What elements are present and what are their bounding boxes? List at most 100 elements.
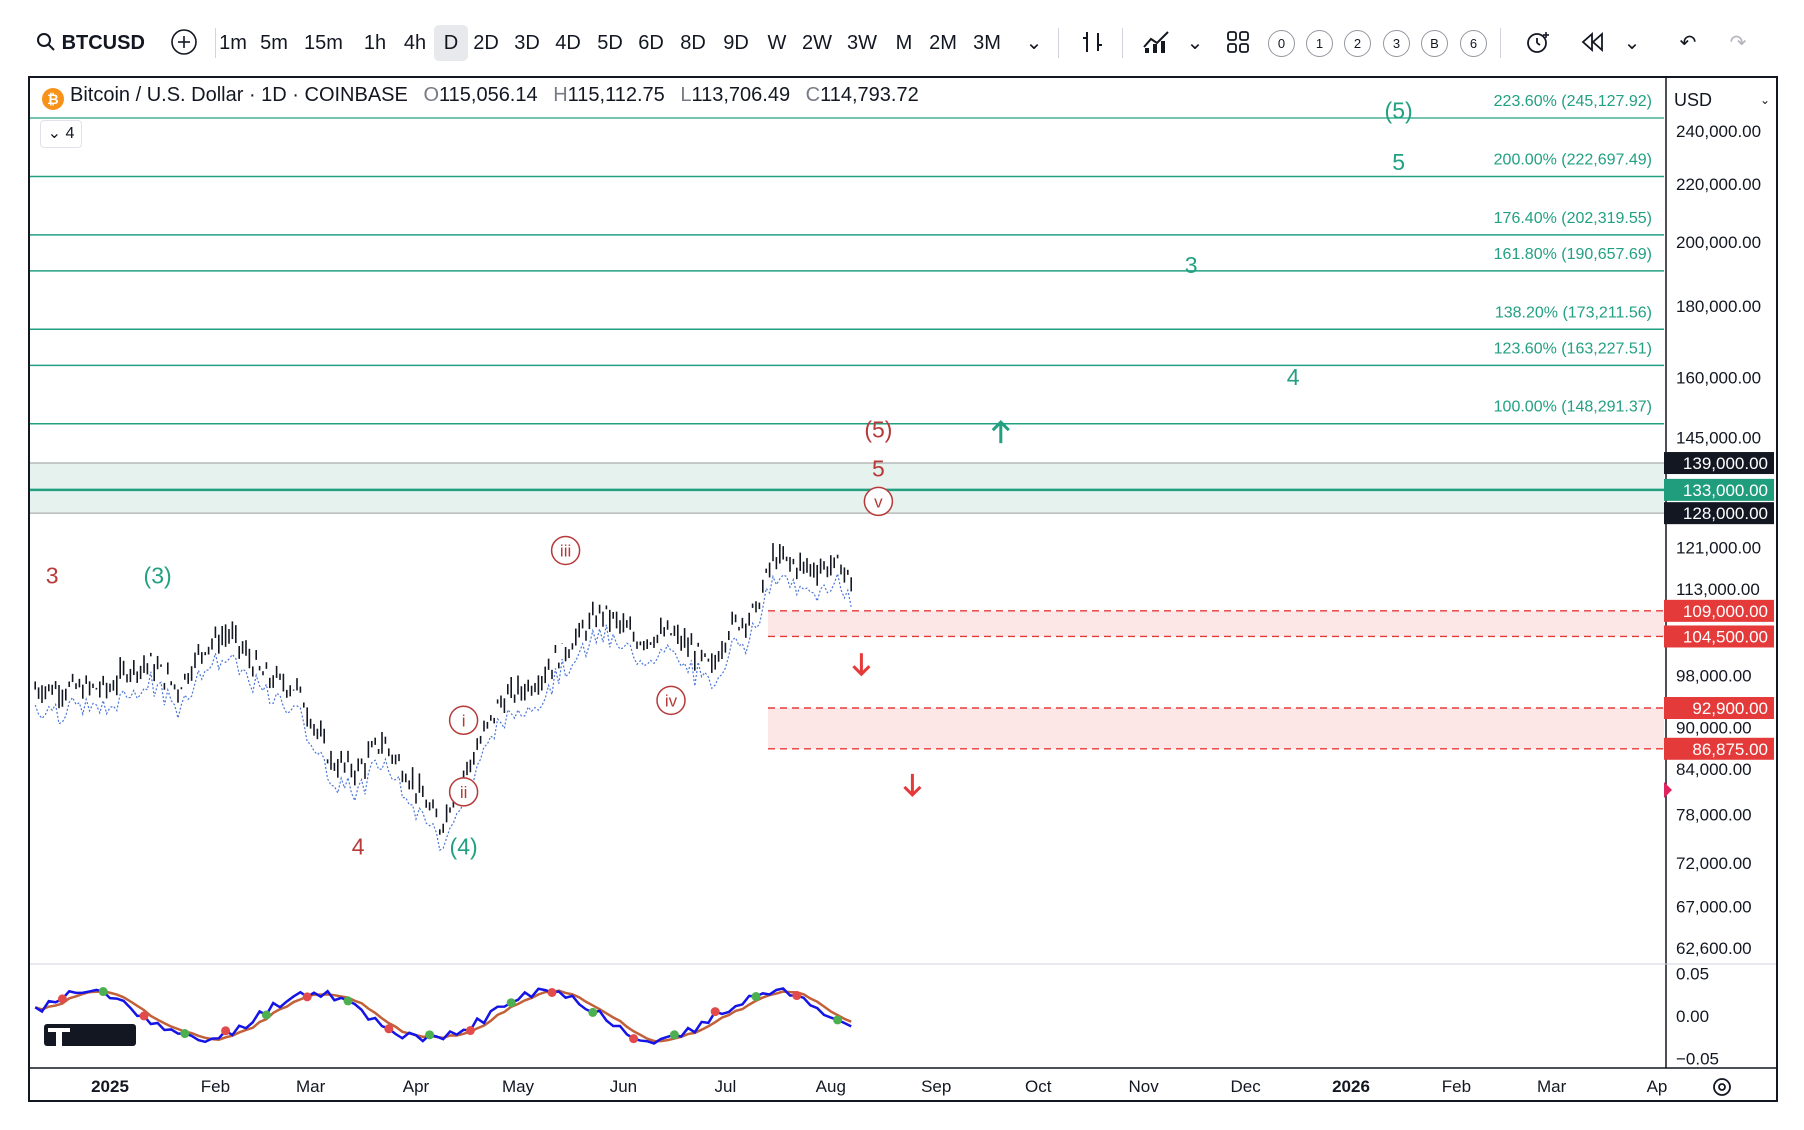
price-tag	[1664, 737, 1774, 760]
price-tag-label: 104,500.00	[1683, 627, 1768, 646]
interval-4h[interactable]: 4h	[403, 32, 427, 54]
price-tag	[1664, 478, 1774, 501]
legend-collapse-button[interactable]: ⌄ 4	[40, 120, 82, 148]
layout-button[interactable]	[1220, 25, 1256, 61]
arrow-head	[903, 785, 922, 798]
symbol-search[interactable]: BTCUSD	[36, 25, 156, 61]
indicators-button[interactable]	[1135, 25, 1179, 61]
wave-label-circle	[656, 685, 686, 716]
high-label: H	[553, 84, 568, 106]
replay-dropdown[interactable]: ⌄	[1622, 25, 1642, 61]
price-axis-tick: 200,000.00	[1676, 233, 1761, 252]
chevron-down-icon: ⌄	[1759, 93, 1770, 107]
interval-3d[interactable]: 3D	[514, 32, 540, 54]
price-tag	[1664, 452, 1774, 475]
price-tag-label: 139,000.00	[1683, 454, 1768, 473]
time-axis-tick: May	[502, 1077, 535, 1096]
price-axis-tick: 220,000.00	[1676, 175, 1761, 194]
alarm-clock-icon	[1524, 32, 1552, 54]
price-tag-label: 86,875.00	[1692, 740, 1768, 759]
currency-label: USD	[1674, 90, 1713, 110]
interval-3w[interactable]: 3W	[847, 32, 877, 54]
time-axis-tick: Nov	[1128, 1077, 1159, 1096]
low-label: L	[680, 84, 692, 106]
price-axis-tick: 62,600.00	[1676, 939, 1752, 958]
price-axis-tick: 78,000.00	[1676, 805, 1752, 824]
indicator-axis-tick: −0.05	[1676, 1050, 1719, 1069]
redo-button[interactable]: ↷	[1722, 25, 1754, 61]
time-axis-tick: Feb	[1442, 1077, 1471, 1096]
price-tag	[1664, 599, 1774, 622]
fib-level-label: 176.40% (202,319.55)	[1494, 210, 1652, 227]
layout-slot-3[interactable]: 3	[1383, 30, 1410, 57]
wave-label: (3)	[144, 563, 172, 589]
indicator-axis-tick: 0.00	[1676, 1007, 1709, 1026]
bar-style-button[interactable]	[1075, 25, 1111, 61]
fib-level-label: 223.60% (245,127.92)	[1494, 93, 1652, 110]
low-value: 113,706.49	[691, 84, 791, 106]
undo-button[interactable]: ↶	[1672, 25, 1704, 61]
interval-5d[interactable]: 5D	[597, 32, 623, 54]
close-value: 114,793.72	[820, 84, 919, 106]
interval-w[interactable]: W	[767, 32, 787, 54]
interval-8d[interactable]: 8D	[680, 32, 706, 54]
interval-6d[interactable]: 6D	[638, 32, 664, 54]
replay-button[interactable]	[1575, 25, 1611, 61]
price-tag	[1664, 697, 1774, 720]
interval-3m[interactable]: 3M	[973, 32, 1001, 54]
interval-2m[interactable]: 2M	[929, 32, 957, 54]
interval-15m[interactable]: 15m	[304, 32, 343, 54]
fib-level-label: 200.00% (222,697.49)	[1494, 151, 1652, 168]
layout-slot-2[interactable]: 2	[1344, 30, 1371, 57]
signal-line	[34, 989, 852, 1043]
indicator-axis-tick: 0.05	[1676, 965, 1709, 984]
interval-d[interactable]: D	[434, 25, 468, 61]
indicators-dropdown[interactable]: ⌄	[1185, 25, 1205, 61]
arrow-head	[991, 420, 1010, 432]
undo-icon: ↶	[1679, 32, 1697, 54]
time-axis-tick: Apr	[403, 1077, 430, 1096]
interval-1h[interactable]: 1h	[363, 32, 387, 54]
indicators-icon	[1142, 31, 1172, 54]
interval-dropdown[interactable]: ⌄	[1022, 25, 1046, 61]
interval-m[interactable]: M	[895, 32, 913, 54]
arrow-down-icon	[852, 653, 871, 677]
time-axis-tick: Dec	[1230, 1077, 1261, 1096]
wave-label: 3	[46, 563, 59, 589]
time-axis-tick: Mar	[1537, 1077, 1567, 1096]
layout-slot-0[interactable]: 0	[1268, 30, 1295, 57]
wave-label-circle	[448, 777, 479, 807]
support-zone	[768, 708, 1664, 749]
wave-label: 3	[1185, 252, 1198, 278]
wave-label: (5)	[1385, 97, 1413, 123]
high-value: 115,112.75	[567, 84, 665, 106]
wave-label: ii	[460, 783, 468, 802]
wave-label-circle	[550, 535, 581, 566]
wave-label: 5	[1392, 149, 1405, 175]
interval-5m[interactable]: 5m	[260, 32, 288, 54]
interval-9d[interactable]: 9D	[723, 32, 749, 54]
alert-button[interactable]	[1520, 25, 1556, 61]
interval-2w[interactable]: 2W	[802, 32, 832, 54]
layout-slot-6[interactable]: 6	[1460, 30, 1487, 57]
time-axis-tick: Feb	[201, 1077, 230, 1096]
support-trail-line	[34, 571, 852, 852]
currency-select[interactable]: USD ⌄	[1668, 86, 1776, 114]
interval-2d[interactable]: 2D	[473, 32, 499, 54]
crossover-dot	[751, 992, 761, 1002]
support-zone	[768, 610, 1664, 637]
price-tag-label: 92,900.00	[1692, 699, 1768, 718]
layout-slot-1[interactable]: 1	[1306, 30, 1333, 57]
price-axis-tick: 240,000.00	[1676, 122, 1761, 141]
wave-label: (5)	[864, 416, 892, 442]
search-icon	[36, 25, 56, 61]
wave-label: 5	[872, 455, 885, 481]
crossover-dot	[221, 1026, 231, 1036]
crossover-dot	[261, 1010, 271, 1020]
interval-1m[interactable]: 1m	[219, 32, 247, 54]
interval-4d[interactable]: 4D	[555, 32, 581, 54]
compare-symbol-button[interactable]	[168, 25, 200, 61]
layout-slot-b[interactable]: B	[1421, 30, 1448, 57]
arrow-down-icon	[903, 773, 922, 798]
